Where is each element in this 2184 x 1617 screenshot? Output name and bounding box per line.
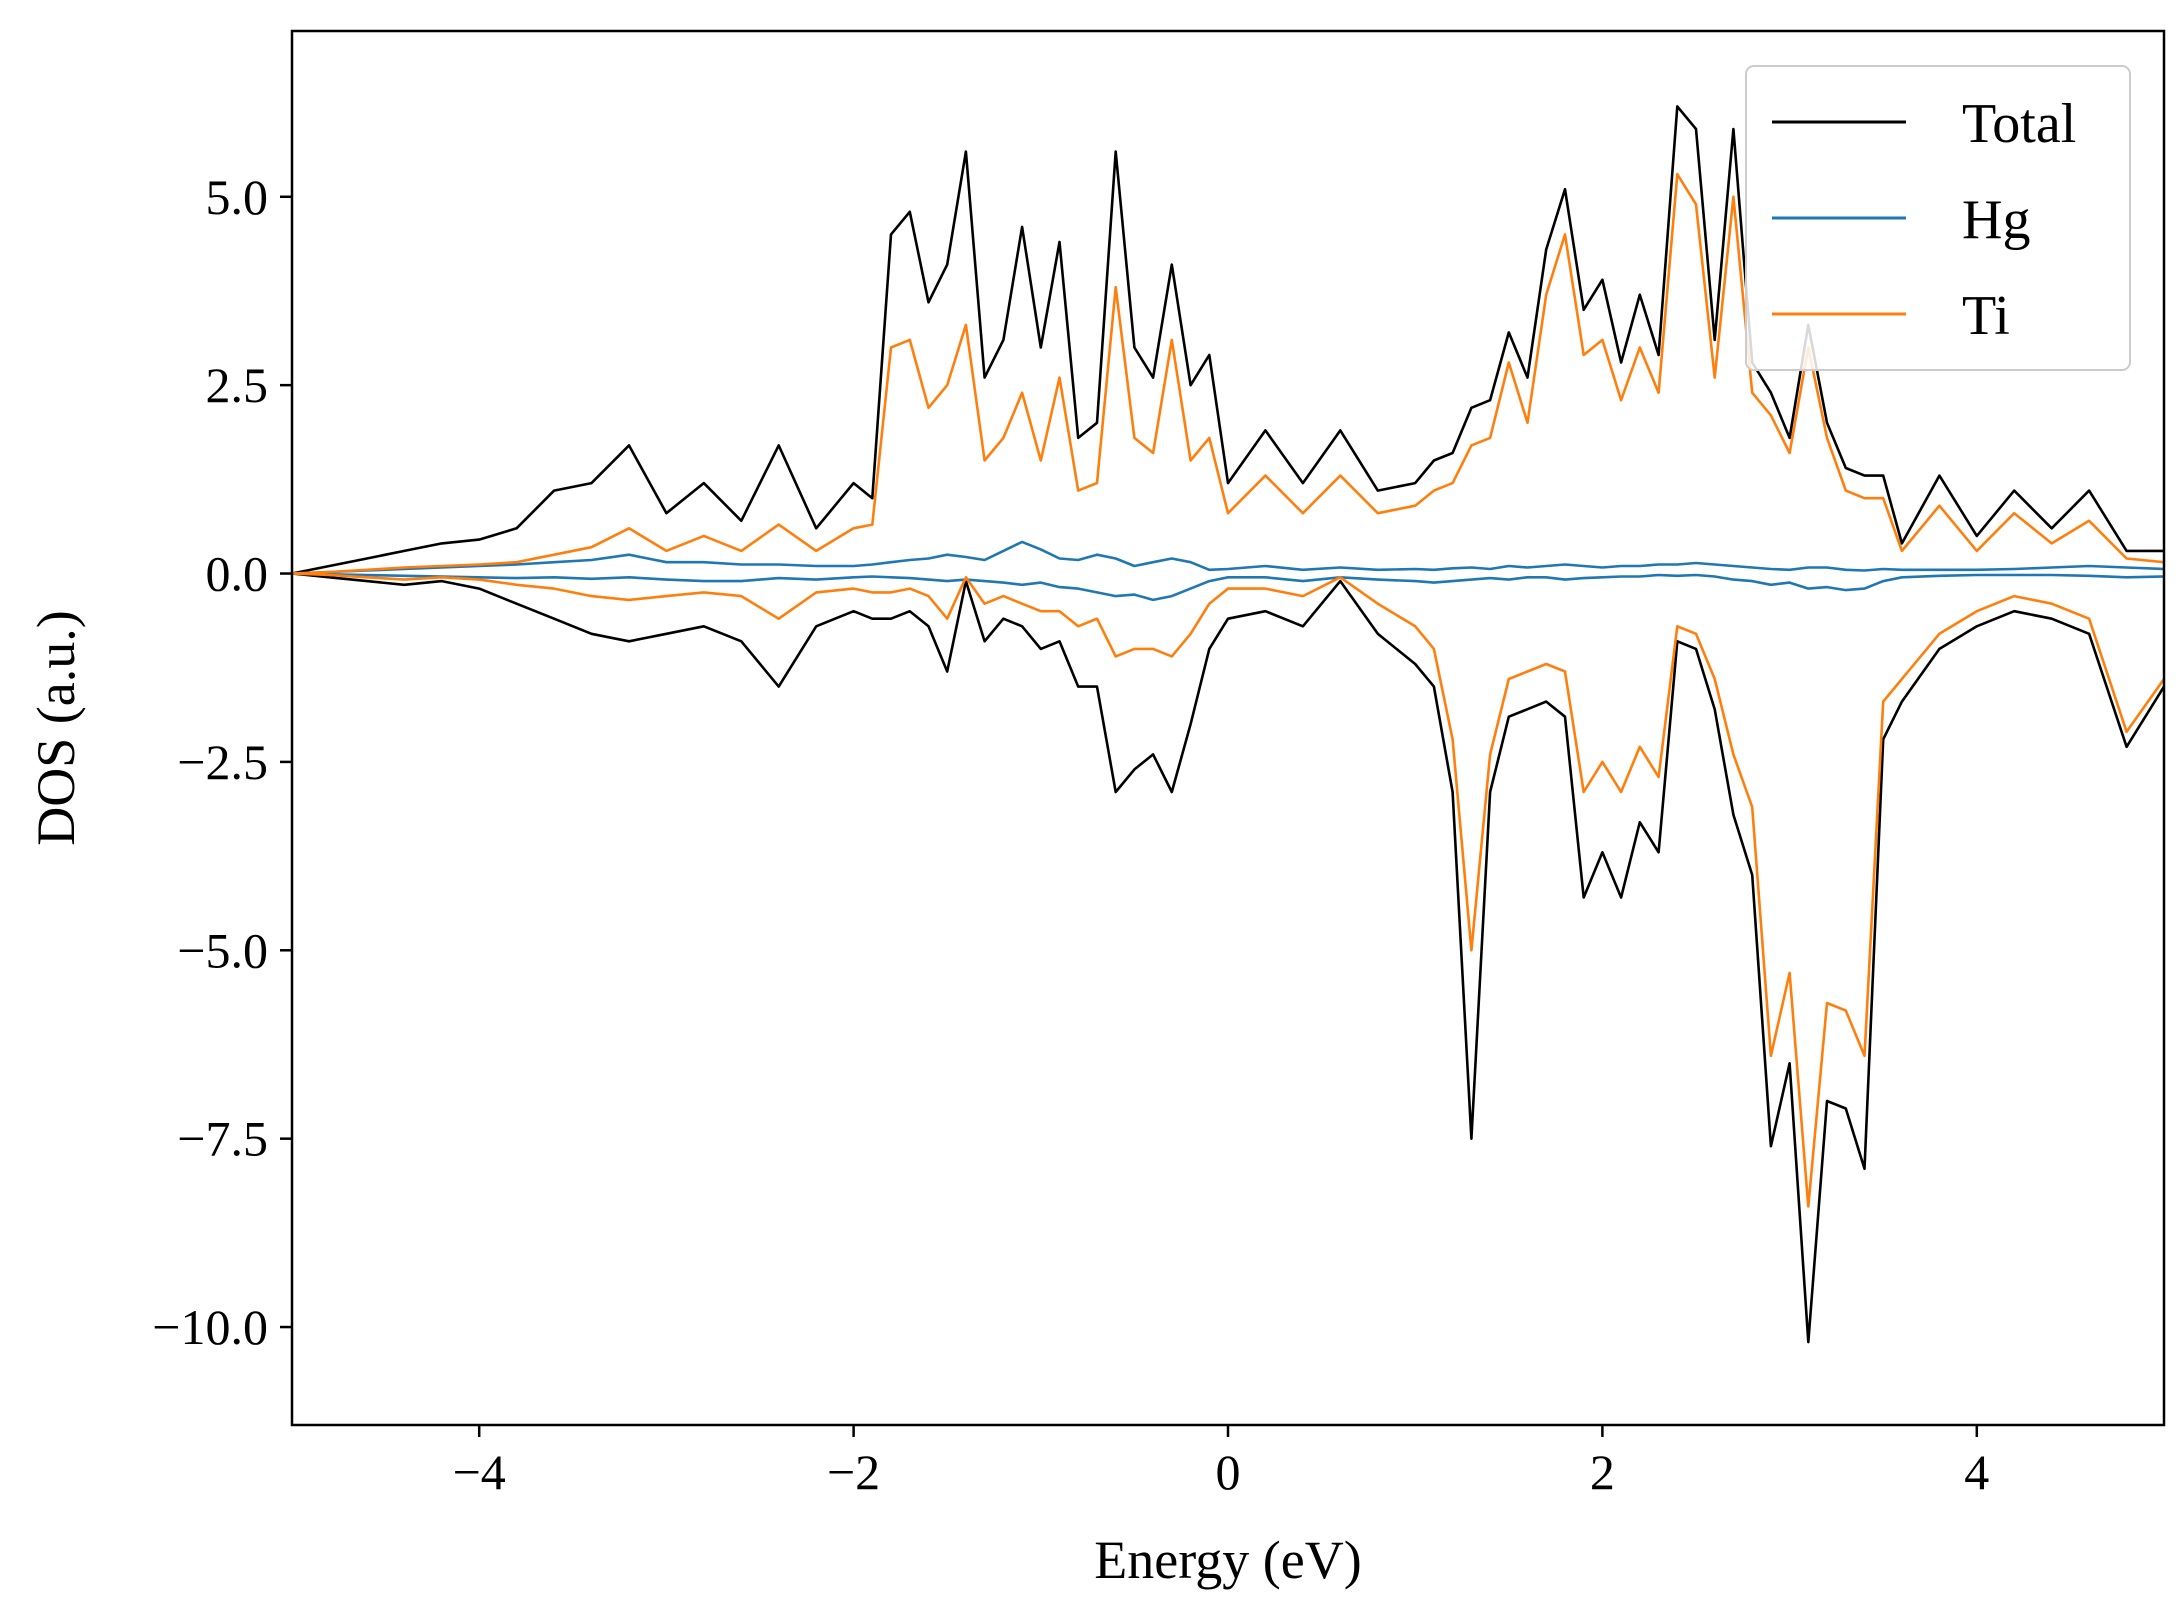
y-tick-label: −10.0 — [152, 1299, 268, 1355]
y-tick-label: 0.0 — [206, 546, 269, 602]
legend: Total Hg Ti — [1745, 65, 2131, 371]
legend-label-hg: Hg — [1962, 189, 2030, 251]
x-axis: −4 −2 0 2 4 — [453, 1425, 1989, 1500]
series-layer — [291, 105, 2166, 1344]
legend-box — [1745, 65, 2131, 371]
series-hg-down-line — [291, 572, 2165, 602]
legend-label-ti: Ti — [1962, 285, 2010, 347]
y-tick-label: −7.5 — [177, 1111, 268, 1167]
x-axis-label: Energy (eV) — [1094, 1530, 1361, 1590]
x-tick-label: 0 — [1216, 1444, 1241, 1500]
y-tick-label: 5.0 — [206, 169, 269, 225]
y-axis-label: DOS (a.u.) — [26, 610, 86, 845]
y-tick-label: −2.5 — [177, 734, 268, 790]
x-tick-label: 2 — [1590, 1444, 1615, 1500]
series-ti-down-line — [291, 572, 2166, 1208]
x-tick-label: −4 — [453, 1444, 506, 1500]
y-axis: 5.0 2.5 0.0 −2.5 −5.0 −7.5 −10.0 — [152, 169, 292, 1355]
x-tick-label: −2 — [827, 1444, 880, 1500]
series-total-down-line — [291, 572, 2166, 1344]
y-tick-label: −5.0 — [177, 922, 268, 978]
legend-label-total: Total — [1962, 93, 2076, 155]
x-tick-label: 4 — [1964, 1444, 1989, 1500]
series-hg-up-line — [291, 540, 2165, 575]
y-tick-label: 2.5 — [206, 357, 269, 413]
